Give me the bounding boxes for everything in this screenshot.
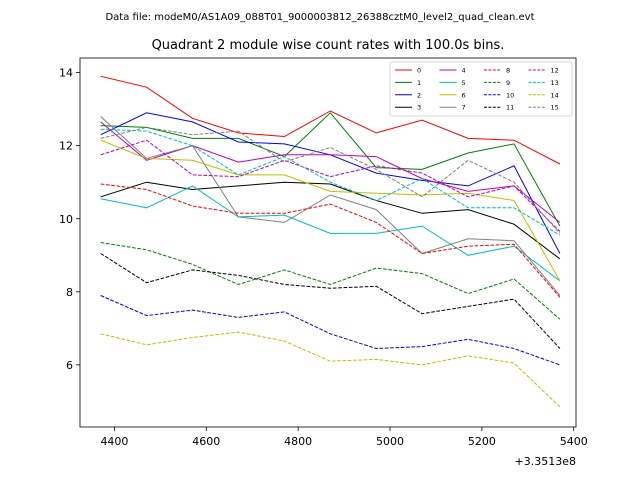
legend-label-13: 13 xyxy=(551,79,559,87)
legend-label-11: 11 xyxy=(506,104,514,112)
series-line-7 xyxy=(100,116,561,296)
axes-frame xyxy=(79,57,577,428)
series-line-3 xyxy=(100,181,561,260)
chart-title: Quadrant 2 module wise count rates with … xyxy=(152,38,505,53)
y-tick-label: 12 xyxy=(59,140,73,153)
data-file-suptitle: Data file: modeM0/AS1A09_088T01_90000038… xyxy=(105,12,534,23)
x-tick-label: 4400 xyxy=(100,435,128,448)
legend-label-6: 6 xyxy=(462,91,466,99)
x-tick-label: 4600 xyxy=(192,435,220,448)
legend-label-4: 4 xyxy=(462,67,466,75)
x-tick-label: 4800 xyxy=(284,435,312,448)
legend-label-10: 10 xyxy=(506,91,514,99)
legend-label-5: 5 xyxy=(462,79,466,87)
plot-area xyxy=(80,58,576,427)
series-line-6 xyxy=(100,139,561,282)
legend-label-3: 3 xyxy=(417,104,421,112)
legend-label-0: 0 xyxy=(417,67,421,75)
legend-label-15: 15 xyxy=(551,104,559,112)
x-tick-label: 5000 xyxy=(376,435,404,448)
y-tick-label: 10 xyxy=(59,213,73,226)
legend-box xyxy=(389,61,573,117)
x-tick-label: 5400 xyxy=(560,435,588,448)
legend-label-14: 14 xyxy=(551,91,559,99)
legend-label-7: 7 xyxy=(462,104,466,112)
series-line-1 xyxy=(100,112,561,227)
y-tick-label: 6 xyxy=(66,359,73,372)
legend-label-8: 8 xyxy=(506,67,510,75)
legend-label-12: 12 xyxy=(551,67,559,75)
legend-label-1: 1 xyxy=(417,79,421,87)
x-offset-label: +3.3513e8 xyxy=(515,455,576,468)
y-tick-label: 14 xyxy=(59,67,73,80)
series-line-10 xyxy=(100,295,561,366)
y-tick-label: 8 xyxy=(66,286,73,299)
legend-label-2: 2 xyxy=(417,91,421,99)
series-line-13 xyxy=(100,128,561,236)
x-tick-label: 5200 xyxy=(468,435,496,448)
series-line-12 xyxy=(100,139,561,232)
series-line-11 xyxy=(100,253,561,349)
series-line-4 xyxy=(100,121,561,223)
series-line-9 xyxy=(100,242,561,320)
series-line-8 xyxy=(100,183,561,298)
series-line-5 xyxy=(100,185,561,282)
series-layer xyxy=(100,75,561,408)
series-line-0 xyxy=(100,75,561,165)
legend-label-9: 9 xyxy=(506,79,510,87)
